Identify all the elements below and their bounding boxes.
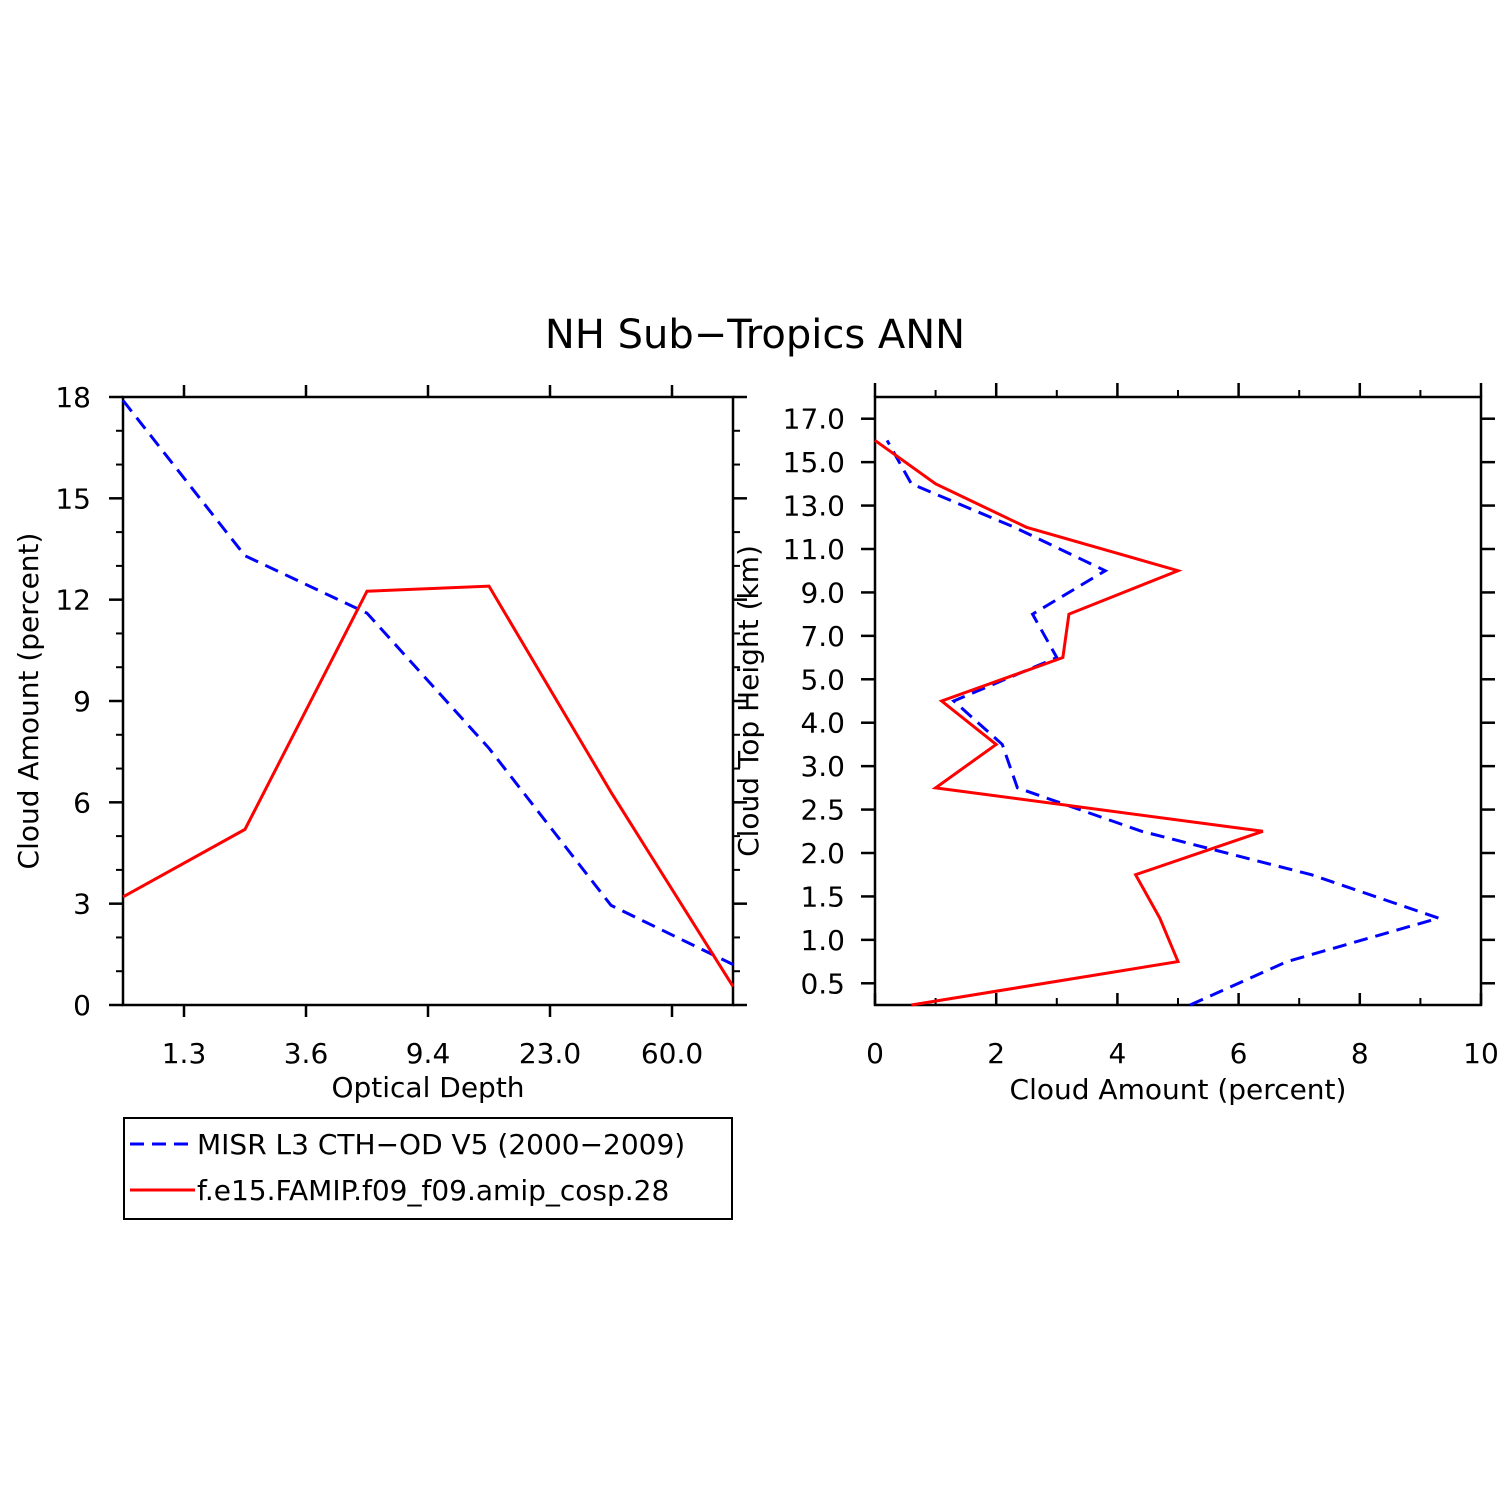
left-xtick-label: 23.0 (519, 1037, 581, 1070)
right-panel-cloud-top-height: 0 2 4 6 8 10 0.5 1.0 1.5 2.0 2.5 3.0 4.0 5.0 7.0 9.0 11.… (732, 383, 1499, 1106)
right-ylabel: Cloud Top Height (km) (732, 545, 765, 857)
right-ytick-label: 5.0 (800, 663, 845, 696)
right-ytick-label: 11.0 (783, 533, 845, 566)
right-series-model-line (874, 439, 1264, 1007)
right-ytick-label: 7.0 (800, 620, 845, 653)
left-ytick-label: 18 (55, 381, 91, 414)
right-xtick-label: 2 (987, 1037, 1005, 1070)
right-ytick-label: 2.0 (800, 837, 845, 870)
right-ytick-label: 1.5 (800, 880, 845, 913)
right-xtick-label: 10 (1463, 1037, 1499, 1070)
left-xtick-label: 1.3 (162, 1037, 207, 1070)
left-xtick-label: 3.6 (284, 1037, 329, 1070)
right-ytick-label: 4.0 (800, 707, 845, 740)
right-plot-frame (873, 395, 1483, 1007)
right-ytick-label: 1.0 (800, 924, 845, 957)
left-series-lines (121, 399, 735, 988)
right-xtick-label: 8 (1351, 1037, 1369, 1070)
left-xtick-label: 9.4 (406, 1037, 451, 1070)
right-ytick-label: 17.0 (783, 403, 845, 436)
left-axis-ticks: 1.3 3.6 9.4 23.0 60.0 0 3 6 9 12 15 18 (55, 381, 747, 1070)
right-xtick-label: 0 (866, 1037, 884, 1070)
left-ytick-label: 9 (73, 685, 91, 718)
right-ytick-label: 13.0 (783, 490, 845, 523)
left-xlabel: Optical Depth (331, 1071, 524, 1104)
left-ytick-label: 3 (73, 888, 91, 921)
right-ytick-label: 2.5 (800, 794, 845, 827)
legend-label-obs: MISR L3 CTH−OD V5 (2000−2009) (197, 1128, 685, 1161)
left-series-model-line (122, 584, 735, 988)
left-panel-optical-depth: 1.3 3.6 9.4 23.0 60.0 0 3 6 9 12 15 18 Optical Dept… (12, 381, 747, 1104)
legend-box (123, 1117, 733, 1220)
legend: MISR L3 CTH−OD V5 (2000−2009) f.e15.FAMI… (123, 1117, 733, 1220)
right-series-obs-line (885, 439, 1444, 1007)
legend-label-model: f.e15.FAMIP.f09_f09.amip_cosp.28 (197, 1174, 669, 1207)
figure-title: NH Sub−Tropics ANN (545, 312, 965, 358)
left-ytick-label: 6 (73, 786, 91, 819)
right-xtick-label: 6 (1230, 1037, 1248, 1070)
left-plot-frame (121, 395, 735, 1007)
left-ytick-label: 0 (73, 989, 91, 1022)
left-series-obs-line (121, 399, 734, 966)
left-xtick-label: 60.0 (641, 1037, 703, 1070)
left-ylabel: Cloud Amount (percent) (12, 533, 45, 870)
left-ytick-label: 12 (55, 584, 91, 617)
right-xtick-label: 4 (1108, 1037, 1126, 1070)
left-ytick-label: 15 (55, 482, 91, 515)
right-xlabel: Cloud Amount (percent) (1010, 1073, 1347, 1106)
right-series-lines (874, 439, 1444, 1007)
right-ytick-label: 15.0 (783, 446, 845, 479)
right-ytick-label: 0.5 (800, 967, 845, 1000)
right-axis-ticks: 0 2 4 6 8 10 0.5 1.0 1.5 2.0 2.5 3.0 4.0 5.0 7.0 9.0 11.… (783, 383, 1499, 1070)
right-ytick-label: 9.0 (800, 576, 845, 609)
right-ytick-label: 3.0 (800, 750, 845, 783)
